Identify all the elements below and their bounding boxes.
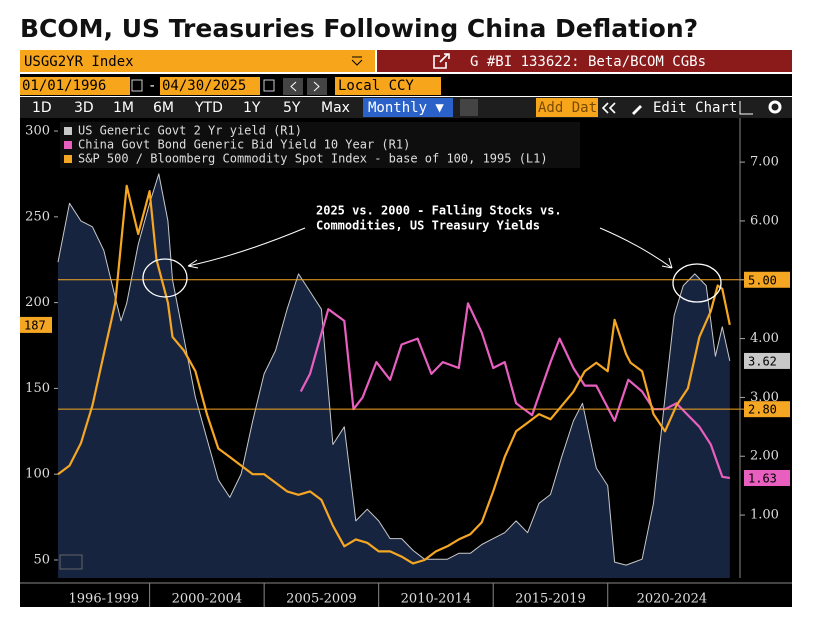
frequency-box[interactable] <box>363 98 453 117</box>
legend-label: China Govt Bond Generic Bid Yield 10 Yea… <box>78 138 410 152</box>
reference-tag: 2.80 <box>748 403 777 417</box>
next-button[interactable] <box>307 78 327 95</box>
highlight-circle <box>672 263 722 303</box>
date-separator: - <box>148 78 156 94</box>
page-title: BCOM, US Treasuries Following China Defl… <box>20 14 698 43</box>
annotation: Commodities, US Treasury Yields <box>316 219 540 233</box>
frequency[interactable]: Monthly ▼ <box>368 100 444 116</box>
period-button[interactable]: 5Y <box>283 100 301 116</box>
y-tick-label: 250 <box>25 209 50 224</box>
calendar-icon[interactable] <box>131 79 143 92</box>
y2-tick-label: 2.00 <box>750 449 779 464</box>
settings-icon[interactable] <box>768 100 782 114</box>
add-data-box[interactable] <box>536 98 598 117</box>
collapse-icon[interactable] <box>601 102 616 114</box>
chart-id-box <box>377 50 792 72</box>
add-data[interactable]: Add Dat <box>538 100 597 116</box>
y2-tick-label: 4.00 <box>750 331 779 346</box>
y2-tick-label: 6.00 <box>750 213 779 228</box>
y2-tick-label: 7.00 <box>750 155 779 170</box>
period-button[interactable]: 6M <box>153 100 174 116</box>
legend-swatch <box>64 141 72 149</box>
legend-swatch <box>64 155 72 163</box>
x-tick-label: 2015-2019 <box>515 592 586 607</box>
pencil-icon <box>632 105 642 115</box>
y2-tick-label: 1.00 <box>750 508 779 523</box>
highlight-circle <box>142 258 188 298</box>
launch-icon[interactable] <box>433 53 450 69</box>
period-button[interactable]: YTD <box>194 100 223 116</box>
y-tick-label: 300 <box>25 124 50 139</box>
legend-label: S&P 500 / Bloomberg Commodity Spot Index… <box>78 152 548 166</box>
y-tick-label: 150 <box>25 381 50 396</box>
start-date-box[interactable] <box>20 77 130 95</box>
legend-label: US Generic Govt 2 Yr yield (R1) <box>78 124 302 138</box>
annotation-arrow <box>187 227 306 269</box>
annotation: 2025 vs. 2000 - Falling Stocks vs. <box>316 204 562 218</box>
series-line <box>299 302 730 480</box>
x-tick-label: 1996-1999 <box>69 592 140 607</box>
last-value-tag: 3.62 <box>748 354 777 368</box>
reference-tag-box <box>744 401 790 418</box>
start-date[interactable]: 01/01/1996 <box>22 78 106 94</box>
reference-tag-box <box>744 271 790 288</box>
calendar-icon[interactable] <box>263 79 275 92</box>
period-buttons: 1D 3D 1M 6M YTD 1Y 5Y Max <box>32 100 350 116</box>
security[interactable]: USGG2YR Index <box>24 54 134 70</box>
annotation-arrow <box>599 227 673 269</box>
x-tick-label: 2020-2024 <box>637 592 708 607</box>
prev-button[interactable] <box>283 78 303 95</box>
filter-button[interactable] <box>460 99 478 116</box>
legend-swatch <box>64 127 72 135</box>
y-tick-label: 50 <box>33 552 50 567</box>
last-value-tag-box <box>20 316 52 333</box>
next-icon <box>313 81 320 92</box>
currency-box[interactable] <box>335 77 441 95</box>
series-line <box>57 184 731 565</box>
period-button[interactable]: 3D <box>74 100 94 116</box>
y-tick-label: 100 <box>25 467 50 482</box>
chart-id: G #BI 133622: Beta/BCOM CGBs <box>470 54 706 70</box>
security-box[interactable] <box>20 50 375 72</box>
last-value-tag-box <box>744 470 790 486</box>
y-tick-label: 200 <box>25 295 50 310</box>
mini-chart-icon[interactable] <box>59 554 83 570</box>
end-date-box[interactable] <box>160 77 260 95</box>
end-date[interactable]: 04/30/2025 <box>162 78 246 94</box>
last-value-tag: 187 <box>24 318 46 332</box>
prev-icon <box>290 81 297 92</box>
reference-tag: 5.00 <box>748 273 777 287</box>
period-button[interactable]: 1Y <box>243 100 261 116</box>
chart-icon[interactable] <box>739 101 753 115</box>
y2-tick-label: 3.00 <box>750 390 779 405</box>
x-tick-label: 2000-2004 <box>172 592 243 607</box>
last-value-tag-box <box>744 352 790 369</box>
currency[interactable]: Local CCY <box>338 78 414 94</box>
area <box>58 173 730 578</box>
dropdown-icon[interactable] <box>351 56 363 66</box>
edit-chart[interactable]: Edit Chart <box>653 100 737 116</box>
series-line <box>57 173 731 566</box>
period-button[interactable]: 1M <box>113 100 134 116</box>
last-value-tag: 1.63 <box>748 472 777 486</box>
plot: 1996-1999 2000-2004 2005-2009 2010-2014 2015… <box>20 118 792 607</box>
x-tick-label: 2005-2009 <box>286 592 357 607</box>
period-button[interactable]: 1D <box>32 100 52 116</box>
legend-box <box>60 122 580 168</box>
x-tick-label: 2010-2014 <box>401 592 472 607</box>
period-button[interactable]: Max <box>321 100 350 116</box>
